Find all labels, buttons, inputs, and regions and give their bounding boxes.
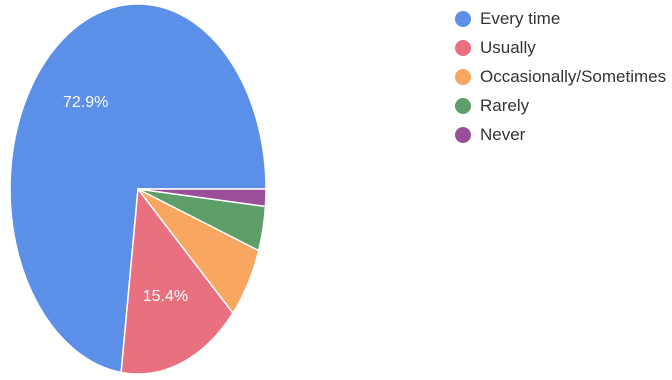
slice-label-every-time: 72.9% [63, 94, 108, 111]
slice-label-usually: 15.4% [143, 288, 188, 305]
pie-slice-usually[interactable] [120, 187, 234, 375]
legend-item-occasionally-sometimes[interactable]: Occasionally/Sometimes [455, 62, 666, 91]
legend-label-usually: Usually [480, 37, 536, 57]
legend-swatch-usually [455, 39, 471, 56]
legend-swatch-occasionally-sometimes [455, 68, 471, 85]
pie-slice-never[interactable] [137, 188, 267, 208]
pie-slices [9, 3, 267, 375]
legend-label-occasionally-sometimes: Occasionally/Sometimes [480, 66, 667, 86]
pie-slice-labels: 72.9% 15.4% [63, 94, 188, 305]
legend-label-rarely: Rarely [480, 95, 530, 115]
legend: Every time Usually Occasionally/Sometime… [455, 4, 666, 149]
legend-swatch-never [455, 126, 471, 143]
legend-item-every-time[interactable]: Every time [455, 4, 666, 33]
legend-label-never: Never [480, 124, 526, 144]
legend-swatch-every-time [455, 10, 471, 27]
legend-label-every-time: Every time [480, 8, 561, 28]
legend-swatch-rarely [455, 97, 471, 114]
legend-item-rarely[interactable]: Rarely [455, 91, 666, 120]
legend-item-never[interactable]: Never [455, 120, 666, 149]
legend-item-usually[interactable]: Usually [455, 33, 666, 62]
